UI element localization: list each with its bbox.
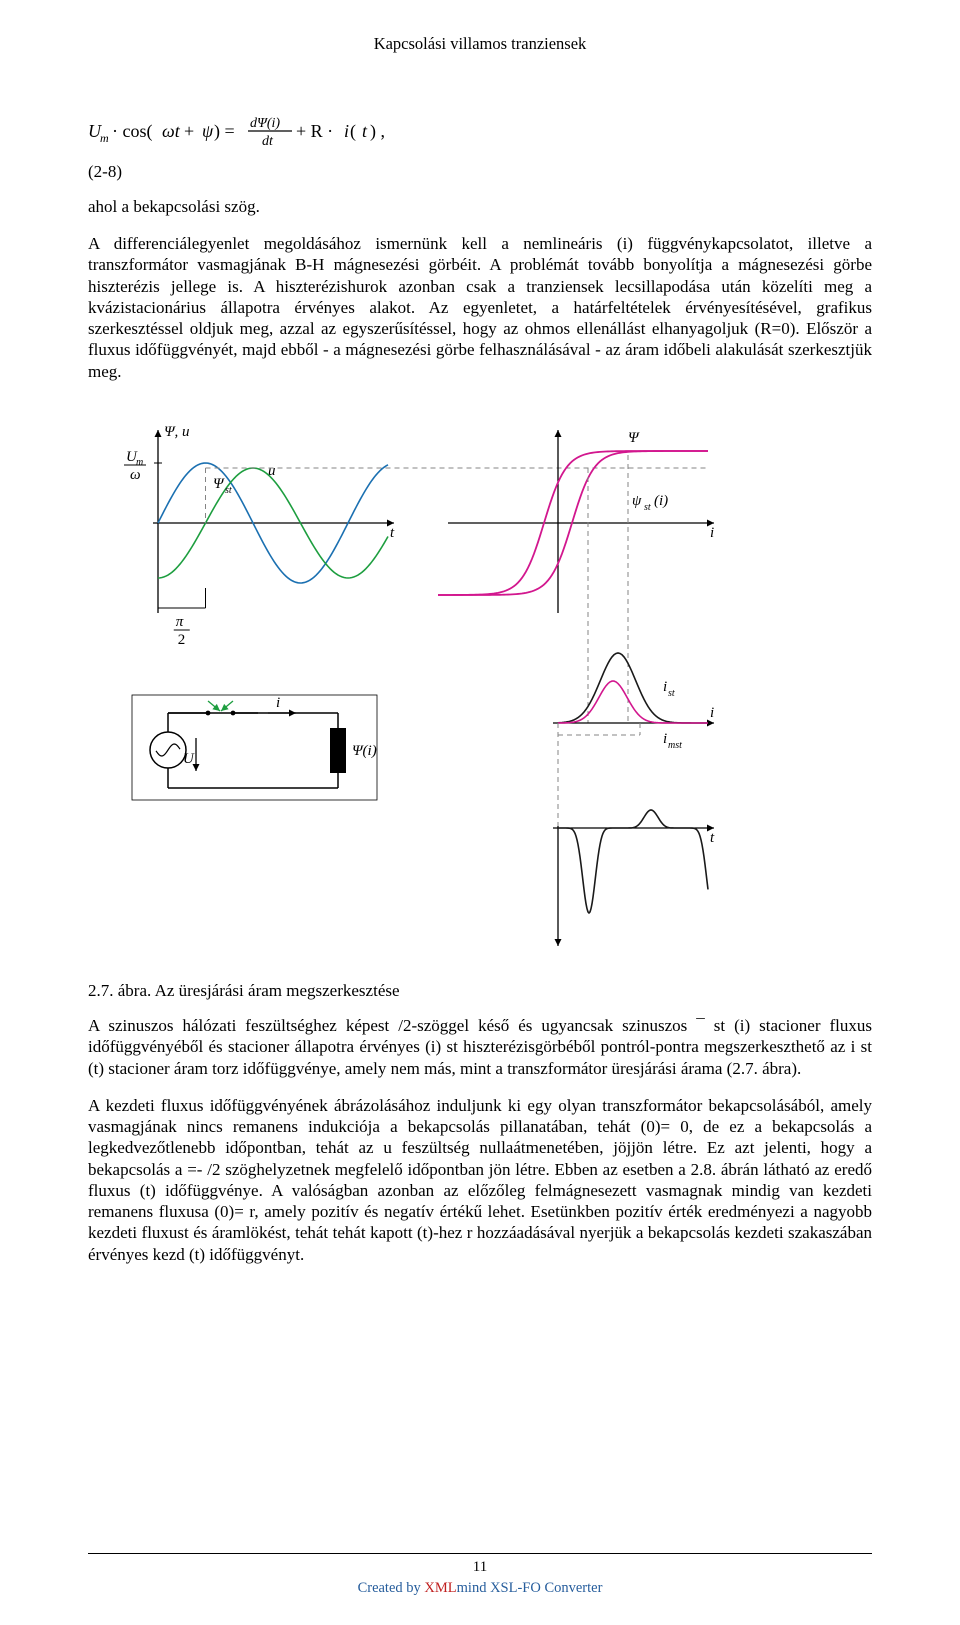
svg-text:t: t bbox=[390, 525, 395, 541]
svg-text:) =: ) = bbox=[214, 121, 235, 142]
footer-rule bbox=[88, 1553, 872, 1554]
svg-text:) ,: ) , bbox=[370, 121, 385, 142]
equation-number: (2-8) bbox=[88, 161, 872, 182]
figure-caption: 2.7. ábra. Az üresjárási áram megszerkes… bbox=[88, 980, 872, 1001]
page-footer: 11 Created by XMLmind XSL-FO Converter bbox=[88, 1553, 872, 1597]
page-header: Kapcsolási villamos tranziensek bbox=[88, 34, 872, 55]
svg-text:i: i bbox=[344, 121, 349, 141]
paragraph-3: A szinuszos hálózati feszültséghez képes… bbox=[88, 1015, 872, 1079]
svg-text:t: t bbox=[710, 830, 715, 846]
svg-text:st: st bbox=[668, 688, 675, 699]
svg-text:ψ: ψ bbox=[632, 493, 642, 509]
svg-text:dt: dt bbox=[262, 134, 274, 149]
svg-text:i: i bbox=[663, 679, 667, 695]
svg-text:ψ: ψ bbox=[202, 121, 214, 141]
svg-text:u: u bbox=[268, 463, 276, 479]
chapter-title: Kapcsolási villamos tranziensek bbox=[374, 34, 587, 53]
footer-credit: Created by XMLmind XSL-FO Converter bbox=[88, 1579, 872, 1597]
svg-text:st: st bbox=[644, 502, 651, 513]
paragraph-main: A differenciálegyenlet megoldásához isme… bbox=[88, 233, 872, 382]
svg-text:Ψ: Ψ bbox=[628, 430, 640, 446]
svg-text:i: i bbox=[663, 731, 667, 747]
svg-text:m: m bbox=[100, 131, 109, 145]
svg-text:· cos(: · cos( bbox=[112, 121, 152, 142]
svg-text:π: π bbox=[176, 614, 184, 630]
svg-text:i: i bbox=[710, 705, 714, 721]
intro-ahol: ahol a bekapcsolási szög. bbox=[88, 196, 872, 217]
svg-text:Ψ(i): Ψ(i) bbox=[352, 743, 377, 759]
svg-text:Ψ: Ψ bbox=[213, 476, 225, 492]
paragraph-4: A kezdeti fluxus időfüggvényének ábrázol… bbox=[88, 1095, 872, 1265]
svg-text:t: t bbox=[362, 121, 368, 141]
svg-text:st: st bbox=[225, 485, 232, 496]
svg-text:dΨ(i): dΨ(i) bbox=[250, 116, 280, 131]
figure-2-7: Ψ, uUmωΨstutπ2Ψiψst (i)iistimsttUiΨ(i) bbox=[88, 398, 872, 958]
svg-text:Ψ, u: Ψ, u bbox=[164, 424, 190, 440]
svg-text:i: i bbox=[276, 695, 280, 711]
svg-text:ωt: ωt bbox=[162, 121, 181, 141]
figure-svg: Ψ, uUmωΨstutπ2Ψiψst (i)iistimsttUiΨ(i) bbox=[88, 398, 728, 958]
svg-text:(i): (i) bbox=[654, 493, 668, 509]
svg-text:2: 2 bbox=[178, 632, 186, 648]
svg-text:mst: mst bbox=[668, 740, 682, 751]
svg-text:(: ( bbox=[350, 121, 356, 142]
svg-text:+ R ·: + R · bbox=[296, 121, 333, 141]
page-number: 11 bbox=[88, 1558, 872, 1577]
svg-text:+: + bbox=[184, 121, 194, 141]
svg-text:i: i bbox=[710, 525, 714, 541]
equation-2-8: U m · cos( ωt + ψ ) = dΨ(i) dt + R · i (… bbox=[88, 111, 872, 151]
svg-text:ω: ω bbox=[130, 467, 141, 483]
